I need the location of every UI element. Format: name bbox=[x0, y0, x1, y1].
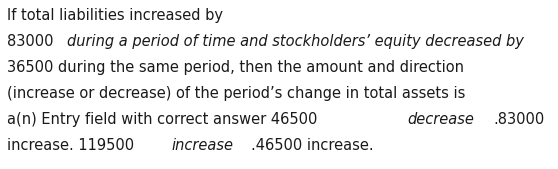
Text: increase. 119500: increase. 119500 bbox=[7, 138, 134, 153]
Text: increase: increase bbox=[171, 138, 233, 153]
Text: .83000: .83000 bbox=[494, 112, 545, 127]
Text: If total liabilities increased by: If total liabilities increased by bbox=[7, 8, 228, 23]
Text: (increase or decrease) of the period’s change in total assets is: (increase or decrease) of the period’s c… bbox=[7, 86, 465, 101]
Text: decrease: decrease bbox=[407, 112, 474, 127]
Text: 83000: 83000 bbox=[7, 34, 54, 49]
Text: during a period of time and stockholders’ equity decreased by: during a period of time and stockholders… bbox=[67, 34, 524, 49]
Text: .46500 increase.: .46500 increase. bbox=[251, 138, 374, 153]
Text: 36500 during the same period, then the amount and direction: 36500 during the same period, then the a… bbox=[7, 60, 464, 75]
Text: a(n) Entry field with correct answer 46500: a(n) Entry field with correct answer 465… bbox=[7, 112, 318, 127]
